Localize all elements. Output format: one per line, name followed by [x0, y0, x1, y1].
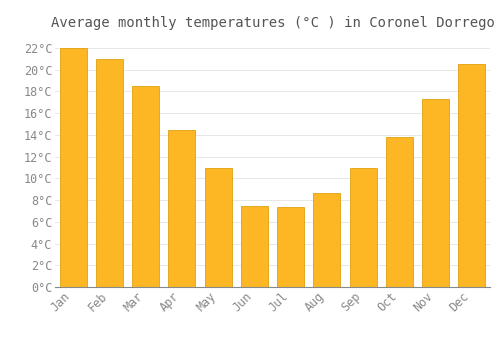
Bar — [96, 59, 123, 287]
Bar — [204, 168, 232, 287]
Bar — [168, 130, 196, 287]
Bar — [422, 99, 449, 287]
Title: Average monthly temperatures (°C ) in Coronel Dorrego: Average monthly temperatures (°C ) in Co… — [50, 16, 494, 30]
Bar — [60, 48, 86, 287]
Bar — [314, 193, 340, 287]
Bar — [132, 86, 159, 287]
Bar — [241, 205, 268, 287]
Bar — [458, 64, 485, 287]
Bar — [386, 137, 413, 287]
Bar — [350, 168, 376, 287]
Bar — [277, 206, 304, 287]
